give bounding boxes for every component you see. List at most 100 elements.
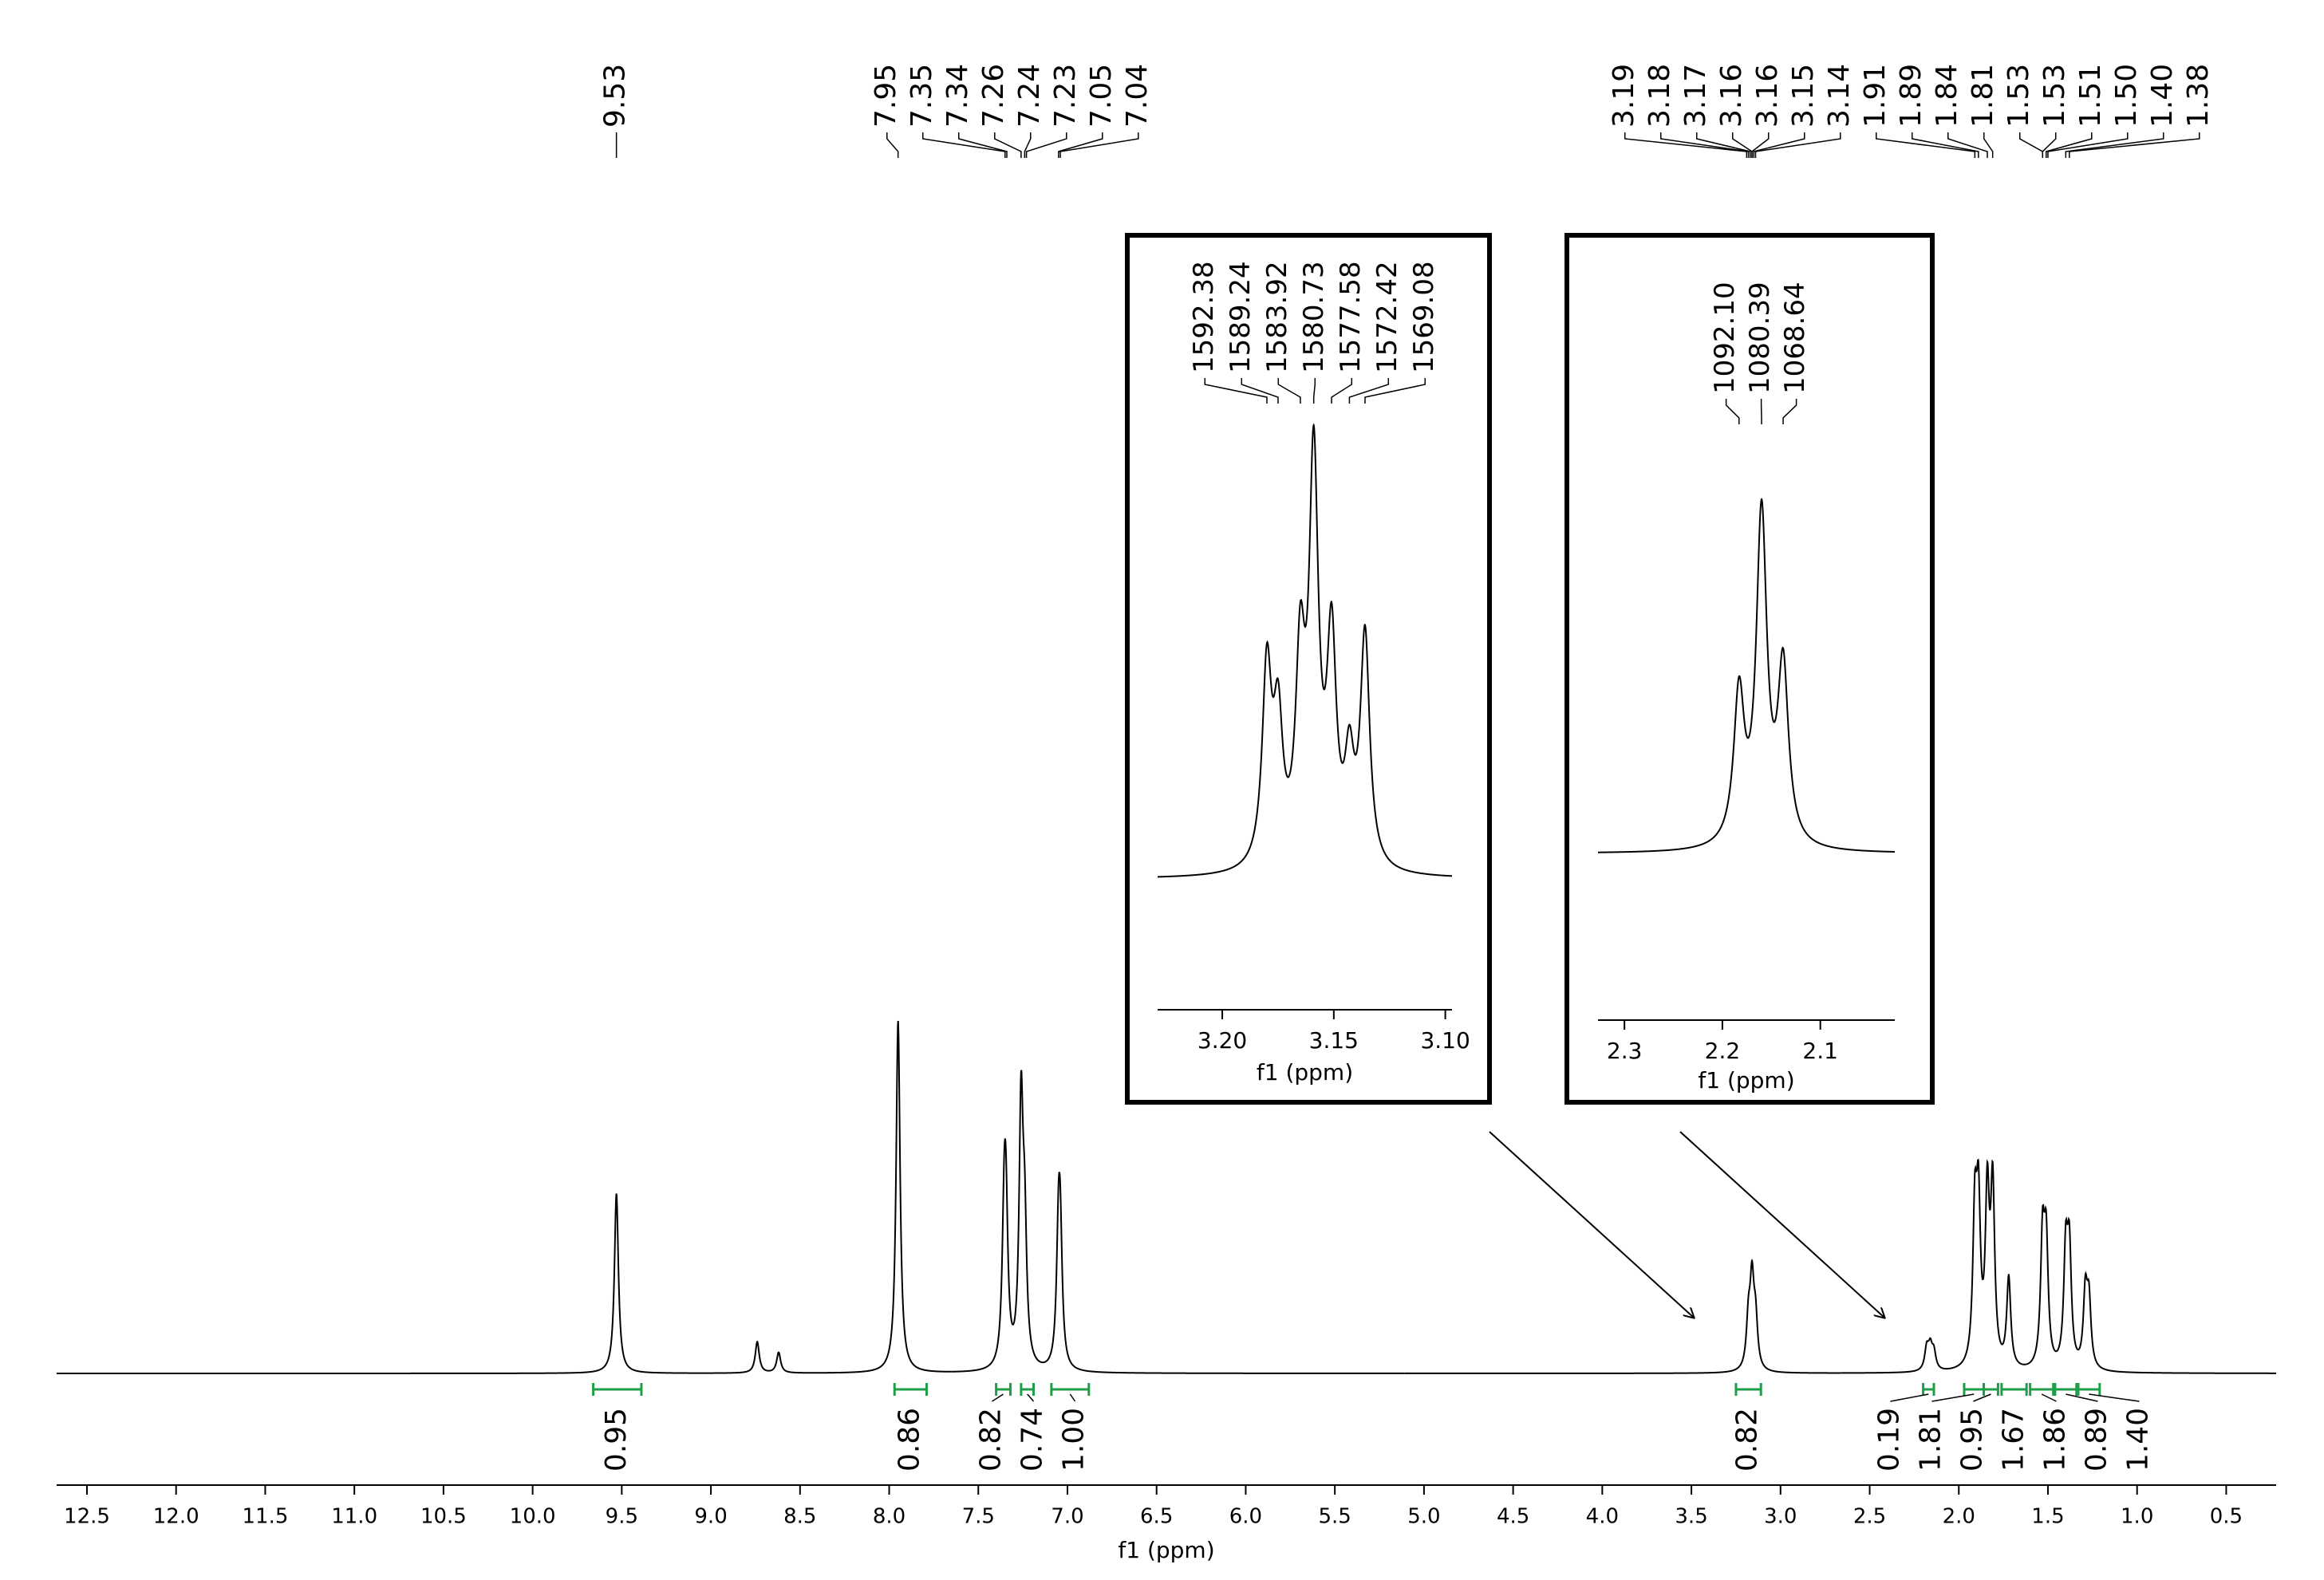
spectrum-peak xyxy=(1999,1274,2026,1365)
integral-bracket xyxy=(893,1383,928,1396)
inset-arrow xyxy=(1679,1131,1884,1318)
integral-label: 1.81 xyxy=(1914,1408,1947,1472)
integral-bracket xyxy=(2029,1383,2055,1396)
integral-bracket xyxy=(1963,1383,1986,1396)
peak-label: 1589.24 xyxy=(1225,261,1257,373)
spectrum-peak xyxy=(767,1351,838,1374)
x-axis-label: f1 (ppm) xyxy=(1257,1059,1353,1086)
x-tick-label: 7.0 xyxy=(1051,1505,1083,1529)
peak-label: 3.17 xyxy=(1679,64,1712,128)
x-tick-label: 10.5 xyxy=(420,1505,467,1529)
peak-leader xyxy=(1782,399,1797,424)
peak-label: 7.05 xyxy=(1085,64,1118,128)
integral-label: 1.00 xyxy=(1058,1408,1091,1472)
peak-label: 7.24 xyxy=(1013,64,1046,128)
x-tick-label: 0.5 xyxy=(2210,1505,2243,1529)
peak-leader xyxy=(1624,132,1748,158)
inset-arrow xyxy=(1489,1131,1694,1318)
integral-bracket xyxy=(2054,1383,2078,1396)
peak-leader xyxy=(1732,132,1753,158)
peak-leader xyxy=(1348,378,1390,404)
spectrum-peak xyxy=(951,1138,1006,1373)
spectrum-peak xyxy=(1272,677,1290,778)
peak-leader xyxy=(1912,132,1979,158)
peak-leader xyxy=(2065,132,2164,158)
x-tick-label: 10.0 xyxy=(510,1505,556,1529)
spectrum-peak xyxy=(1954,1164,1978,1369)
x-tick-label: 9.0 xyxy=(694,1505,727,1529)
spectrum-peak xyxy=(1753,1281,1841,1374)
peak-leader xyxy=(1725,399,1740,424)
x-tick-label: 6.0 xyxy=(1229,1505,1262,1529)
spectrum-peak xyxy=(1340,723,1359,764)
peak-leader xyxy=(1364,378,1426,404)
x-tick-label: 3.10 xyxy=(1420,1027,1470,1054)
x-tick-label: 2.3 xyxy=(1607,1038,1643,1064)
peak-leader xyxy=(2045,132,2093,158)
x-tick-label: 12.0 xyxy=(153,1505,199,1529)
integral-label: 0.82 xyxy=(975,1408,1008,1472)
peak-label: 3.15 xyxy=(1787,64,1820,128)
spectrum-peak xyxy=(838,1020,952,1373)
peak-leader xyxy=(994,132,1022,158)
peak-leader xyxy=(1947,132,1988,158)
spectrum-peak xyxy=(1004,1138,1015,1326)
peak-leader xyxy=(1876,132,1976,158)
x-tick-label: 3.0 xyxy=(1764,1505,1797,1529)
x-tick-label: 9.5 xyxy=(606,1505,638,1529)
peak-leader xyxy=(1024,132,1032,158)
peak-label: 1572.42 xyxy=(1371,261,1403,373)
peak-label: 1592.38 xyxy=(1188,261,1220,373)
peak-leader xyxy=(1059,132,1139,158)
inset-frame xyxy=(1125,233,1492,1105)
integral-label: 0.95 xyxy=(600,1408,633,1472)
peak-label: 7.04 xyxy=(1121,64,1154,128)
peak-label: 7.34 xyxy=(941,64,974,128)
integral-label: 0.82 xyxy=(1731,1408,1764,1472)
x-tick-label: 2.2 xyxy=(1705,1038,1741,1064)
integral-bracket xyxy=(592,1383,643,1396)
integral-leader xyxy=(992,1393,1004,1402)
inset-frame xyxy=(1564,233,1935,1105)
integral-bracket xyxy=(1922,1383,1935,1396)
peak-leader xyxy=(1331,378,1353,404)
peak-label: 7.35 xyxy=(906,64,938,128)
spectrum-peak xyxy=(1404,1281,1751,1374)
integral-leader xyxy=(2066,1393,2098,1402)
peak-label: 1583.92 xyxy=(1261,261,1293,373)
integral-leader xyxy=(1931,1393,1975,1402)
peak-label: 3.18 xyxy=(1643,64,1676,128)
spectrum-peak xyxy=(1989,1159,2002,1343)
peak-label: 1068.64 xyxy=(1779,282,1811,394)
spectrum-peak xyxy=(1749,1259,1755,1283)
peak-leader xyxy=(1753,132,1805,158)
peak-label: 1.53 xyxy=(2038,64,2071,128)
peak-leader xyxy=(958,132,1008,158)
peak-label: 9.53 xyxy=(599,64,632,128)
spectrum-peak xyxy=(2086,1278,2276,1374)
x-tick-label: 11.0 xyxy=(331,1505,377,1529)
x-tick-label: 2.1 xyxy=(1802,1038,1838,1064)
spectrum-peak xyxy=(1288,598,1308,777)
integral-label: 0.74 xyxy=(1016,1408,1049,1472)
peak-leader xyxy=(1277,378,1301,404)
spectrum-peak xyxy=(1321,600,1342,758)
peak-leader xyxy=(1983,132,1994,158)
x-tick-label: 6.5 xyxy=(1140,1505,1173,1529)
integral-bracket xyxy=(995,1383,1012,1396)
peak-leader xyxy=(2019,132,2044,158)
integral-leader xyxy=(1027,1393,1035,1402)
peak-leader xyxy=(1058,132,1103,158)
peak-label: 1.81 xyxy=(1967,64,1999,128)
integral-bracket xyxy=(2077,1383,2101,1396)
peak-leader xyxy=(1754,132,1841,158)
peak-label: 1569.08 xyxy=(1408,261,1440,373)
peak-label: 1.50 xyxy=(2110,64,2143,128)
integral-bracket xyxy=(2000,1383,2028,1396)
x-tick-label: 4.5 xyxy=(1497,1505,1529,1529)
integral-leader xyxy=(2089,1393,2140,1402)
x-tick-label: 11.5 xyxy=(242,1505,288,1529)
integral-leader xyxy=(2041,1393,2057,1402)
x-axis-label: f1 (ppm) xyxy=(1118,1537,1214,1563)
spectrum-peak xyxy=(686,1340,768,1374)
